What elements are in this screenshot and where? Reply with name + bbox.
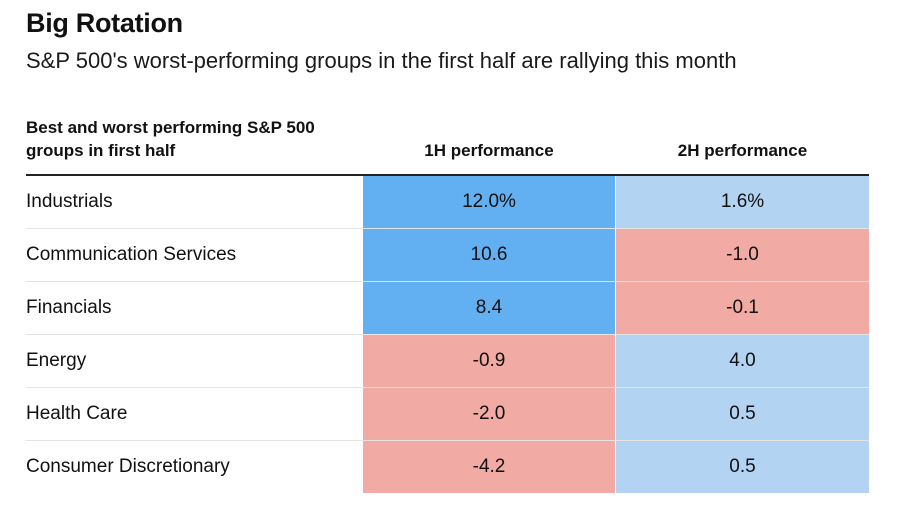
performance-table: Best and worst performing S&P 500 groups… [26,116,869,493]
cell-1h-performance: 8.4 [363,282,615,334]
cell-1h-performance: -4.2 [363,441,615,493]
table-row: Health Care -2.0 0.5 [26,388,869,441]
cell-2h-performance: 1.6% [616,176,869,228]
cell-2h-performance: 0.5 [616,388,869,440]
header-2h-performance: 2H performance [677,141,808,160]
table-body: Industrials 12.0% 1.6% Communication Servic… [26,176,869,493]
cell-2h-performance: -1.0 [616,229,869,281]
cell-2h-performance: 4.0 [616,335,869,387]
table-row: Financials 8.4 -0.1 [26,282,869,335]
table-header: Best and worst performing S&P 500 groups… [26,116,869,176]
row-group-label: Energy [26,350,87,371]
table-row: Consumer Discretionary -4.2 0.5 [26,441,869,493]
row-group-label: Communication Services [26,244,237,265]
row-group-label: Industrials [26,191,113,212]
table-row: Energy -0.9 4.0 [26,335,869,388]
cell-1h-performance: -2.0 [363,388,615,440]
cell-1h-performance: 10.6 [363,229,615,281]
header-group: Best and worst performing S&P 500 groups… [26,118,315,160]
cell-1h-performance: 12.0% [363,176,615,228]
cell-1h-performance: -0.9 [363,335,615,387]
chart-subtitle: S&P 500's worst-performing groups in the… [26,48,737,73]
row-group-label: Consumer Discretionary [26,456,230,477]
cell-2h-performance: -0.1 [616,282,869,334]
table-row: Industrials 12.0% 1.6% [26,176,869,229]
table-row: Communication Services 10.6 -1.0 [26,229,869,282]
header-1h-performance: 1H performance [424,141,554,160]
row-group-label: Financials [26,297,112,318]
chart-title: Big Rotation [26,8,183,38]
row-group-label: Health Care [26,403,128,424]
cell-2h-performance: 0.5 [616,441,869,493]
